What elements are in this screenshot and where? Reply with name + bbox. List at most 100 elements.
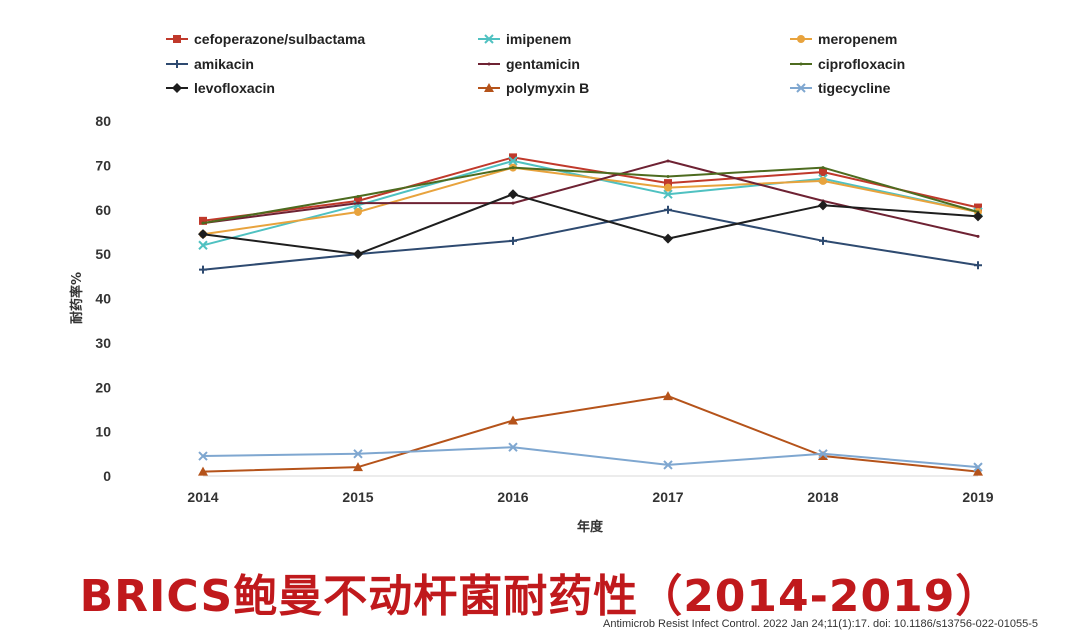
x-tick-label: 2014	[187, 489, 218, 505]
data-point	[663, 460, 673, 470]
y-tick-label: 0	[103, 468, 111, 484]
data-point	[666, 159, 670, 163]
series-line	[202, 208, 979, 271]
series-line	[202, 166, 979, 236]
data-point	[511, 166, 515, 170]
data-point	[664, 205, 672, 214]
data-point	[353, 449, 363, 459]
legend-label: ciprofloxacin	[818, 56, 905, 72]
y-tick-label: 40	[95, 291, 111, 307]
legend-item: levofloxacin	[166, 80, 275, 96]
legend-label: levofloxacin	[194, 80, 275, 96]
legend-item: gentamicin	[478, 56, 580, 72]
series-line	[202, 193, 979, 256]
data-point	[508, 442, 518, 452]
series-layer	[198, 153, 983, 476]
x-axis-ticks: 2014 2015 2016 2017 2018 2019	[187, 489, 993, 505]
series-line	[202, 395, 979, 473]
data-point	[818, 449, 828, 459]
y-axis-ticks: 0 10 20 30 40 50 60 70 80	[95, 113, 111, 484]
data-point	[664, 183, 672, 192]
data-point	[819, 168, 827, 177]
legend-marker	[484, 83, 494, 92]
legend-marker	[172, 83, 182, 93]
x-axis-label: 年度	[577, 519, 604, 535]
y-axis-label: 耐药率%	[69, 272, 85, 324]
legend: cefoperazone/sulbactama imipenem meropenem…	[166, 31, 905, 96]
data-point	[821, 166, 825, 170]
data-point	[198, 229, 208, 240]
citation: Antimicrob Resist Infect Control. 2022 J…	[603, 618, 1038, 630]
legend-label: meropenem	[818, 31, 897, 47]
data-point	[974, 261, 982, 270]
data-point	[976, 234, 980, 238]
legend-item: meropenem	[790, 31, 897, 47]
data-point	[818, 200, 828, 211]
legend-item: cefoperazone/sulbactama	[166, 31, 365, 47]
legend-marker	[799, 62, 803, 66]
y-tick-label: 10	[95, 424, 111, 440]
legend-label: imipenem	[506, 31, 571, 47]
legend-label: gentamicin	[506, 56, 580, 72]
data-point	[973, 462, 983, 472]
legend-marker	[487, 62, 491, 66]
y-tick-label: 70	[95, 157, 111, 173]
y-tick-label: 60	[95, 202, 111, 218]
legend-item: imipenem	[478, 31, 571, 47]
data-point	[353, 249, 363, 260]
data-point	[973, 466, 983, 476]
legend-marker	[173, 35, 181, 43]
data-point	[974, 203, 982, 212]
legend-item: polymyxin B	[478, 80, 589, 96]
series-polymyxin-b	[198, 391, 983, 476]
data-point	[509, 236, 517, 245]
data-point	[198, 466, 208, 476]
data-point	[199, 265, 207, 274]
data-point	[356, 194, 360, 198]
data-point	[508, 189, 518, 200]
data-point	[198, 451, 208, 461]
x-tick-label: 2019	[962, 489, 993, 505]
data-point	[511, 201, 515, 205]
x-tick-label: 2018	[807, 489, 838, 505]
data-point	[199, 216, 207, 225]
legend-item: tigecycline	[790, 80, 891, 96]
legend-label: polymyxin B	[506, 80, 589, 96]
series-cefoperazone-sulbactama	[199, 153, 982, 225]
legend-label: amikacin	[194, 56, 254, 72]
data-point	[508, 156, 518, 166]
data-point	[356, 201, 360, 205]
data-point	[354, 196, 362, 205]
series-levofloxacin	[198, 189, 983, 260]
legend-marker	[484, 34, 494, 44]
data-point	[819, 236, 827, 245]
x-tick-label: 2017	[652, 489, 683, 505]
data-point	[201, 221, 205, 225]
data-point	[198, 240, 208, 250]
data-point	[508, 415, 518, 425]
legend-label: cefoperazone/sulbactama	[194, 31, 365, 47]
data-point	[819, 176, 827, 185]
data-point	[354, 207, 362, 216]
data-point	[818, 451, 828, 461]
series-line	[202, 166, 979, 225]
legend-item: amikacin	[166, 56, 254, 72]
series-line	[202, 156, 979, 222]
data-point	[663, 233, 673, 244]
y-tick-label: 30	[95, 335, 111, 351]
series-tigecycline	[198, 442, 983, 472]
data-point	[663, 391, 673, 401]
legend-marker	[797, 35, 805, 43]
data-point	[509, 153, 517, 162]
legend-item: ciprofloxacin	[790, 56, 905, 72]
data-point	[663, 189, 673, 199]
series-line	[202, 446, 979, 469]
data-point	[666, 174, 670, 178]
y-tick-label: 50	[95, 246, 111, 262]
data-point	[664, 179, 672, 188]
y-tick-label: 80	[95, 113, 111, 129]
y-tick-label: 20	[95, 379, 111, 395]
data-point	[973, 211, 983, 222]
x-tick-label: 2016	[497, 489, 528, 505]
